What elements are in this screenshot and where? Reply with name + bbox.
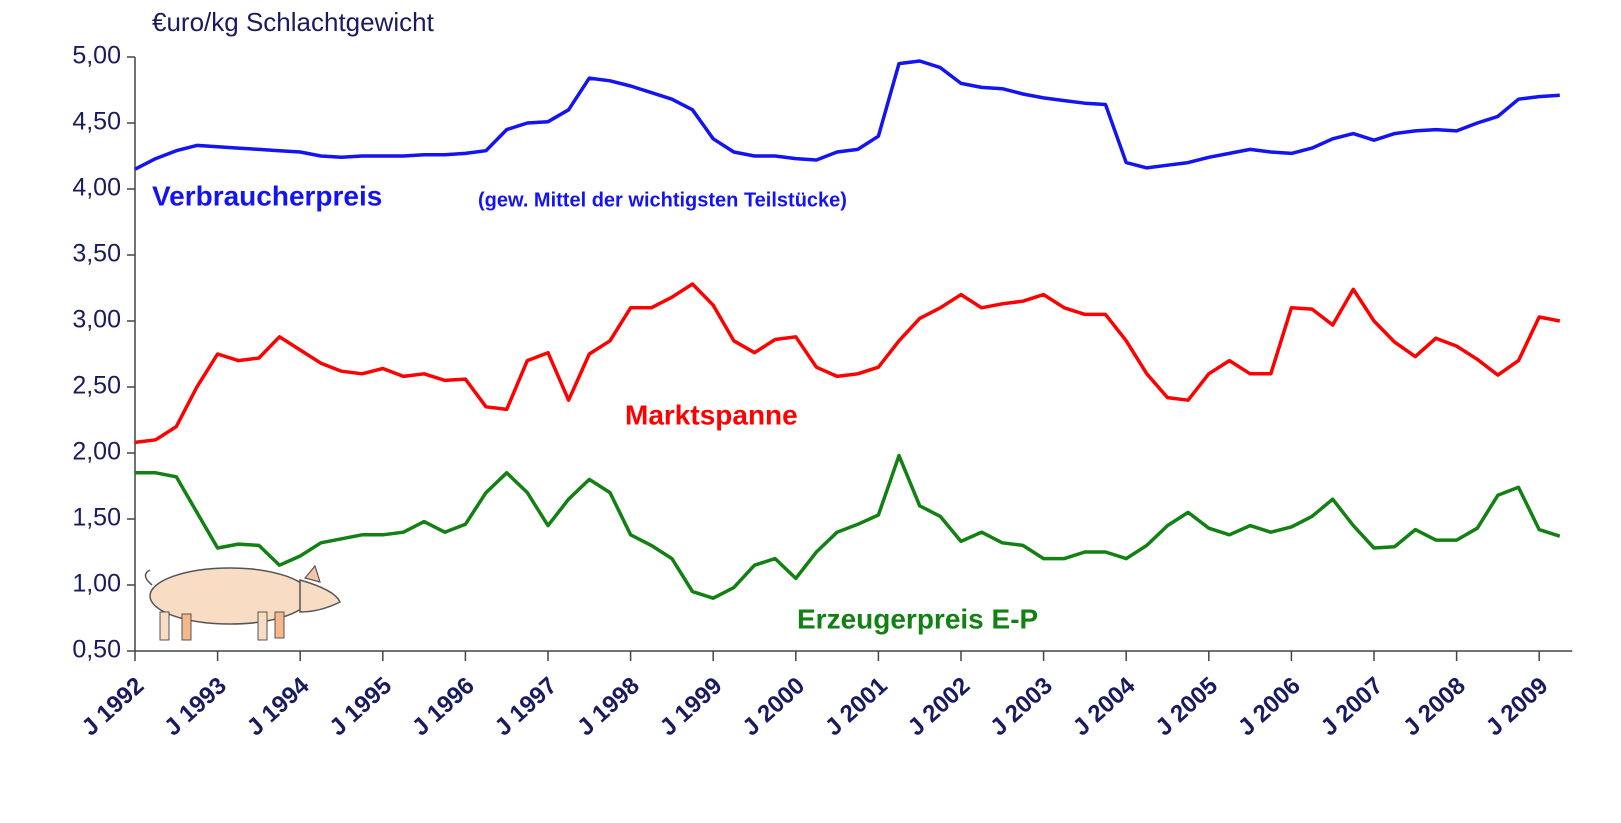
y-axis-label: €uro/kg Schlachtgewicht bbox=[152, 7, 435, 37]
x-tick-label: J 2002 bbox=[903, 672, 976, 741]
x-tick-label: J 1996 bbox=[407, 672, 480, 741]
y-tick-label: 5,00 bbox=[72, 42, 121, 70]
series-label: Erzeugerpreis E-P bbox=[797, 603, 1038, 634]
x-tick-label: J 1992 bbox=[77, 672, 150, 741]
x-tick-label: J 1997 bbox=[490, 672, 563, 741]
y-tick-label: 4,50 bbox=[72, 108, 121, 136]
x-tick-label: J 1998 bbox=[572, 672, 645, 741]
series-label: Marktspanne bbox=[625, 399, 798, 430]
y-tick-label: 3,50 bbox=[72, 240, 121, 268]
x-tick-label: J 2004 bbox=[1068, 672, 1141, 742]
x-tick-label: J 2003 bbox=[985, 672, 1058, 741]
y-tick-label: 3,00 bbox=[72, 306, 121, 334]
x-tick-label: J 1995 bbox=[324, 672, 397, 741]
x-tick-label: J 2005 bbox=[1150, 672, 1223, 741]
y-tick-label: 2,50 bbox=[72, 372, 121, 400]
y-tick-label: 4,00 bbox=[72, 174, 121, 202]
y-tick-label: 0,50 bbox=[72, 636, 121, 664]
series-label: Verbraucherpreis bbox=[152, 180, 382, 211]
x-tick-label: J 2008 bbox=[1398, 672, 1471, 741]
x-tick-label: J 1999 bbox=[655, 672, 728, 741]
x-tick-label: J 1994 bbox=[242, 672, 315, 742]
series-line bbox=[135, 61, 1560, 169]
x-tick-label: J 1993 bbox=[159, 672, 232, 741]
x-tick-label: J 2006 bbox=[1233, 672, 1306, 741]
y-tick-label: 2,00 bbox=[72, 438, 121, 466]
x-tick-label: J 2000 bbox=[737, 672, 810, 741]
pig-icon bbox=[145, 566, 340, 640]
y-tick-label: 1,50 bbox=[72, 504, 121, 532]
x-tick-label: J 2007 bbox=[1316, 672, 1389, 741]
x-tick-label: J 2001 bbox=[820, 672, 893, 741]
x-tick-label: J 2009 bbox=[1481, 672, 1554, 741]
y-tick-label: 1,00 bbox=[72, 570, 121, 598]
series-line bbox=[135, 284, 1560, 442]
annotation: (gew. Mittel der wichtigsten Teilstücke) bbox=[478, 189, 847, 211]
chart: €uro/kg Schlachtgewicht (gew. Mittel der… bbox=[0, 0, 1621, 818]
series-line bbox=[135, 456, 1560, 599]
